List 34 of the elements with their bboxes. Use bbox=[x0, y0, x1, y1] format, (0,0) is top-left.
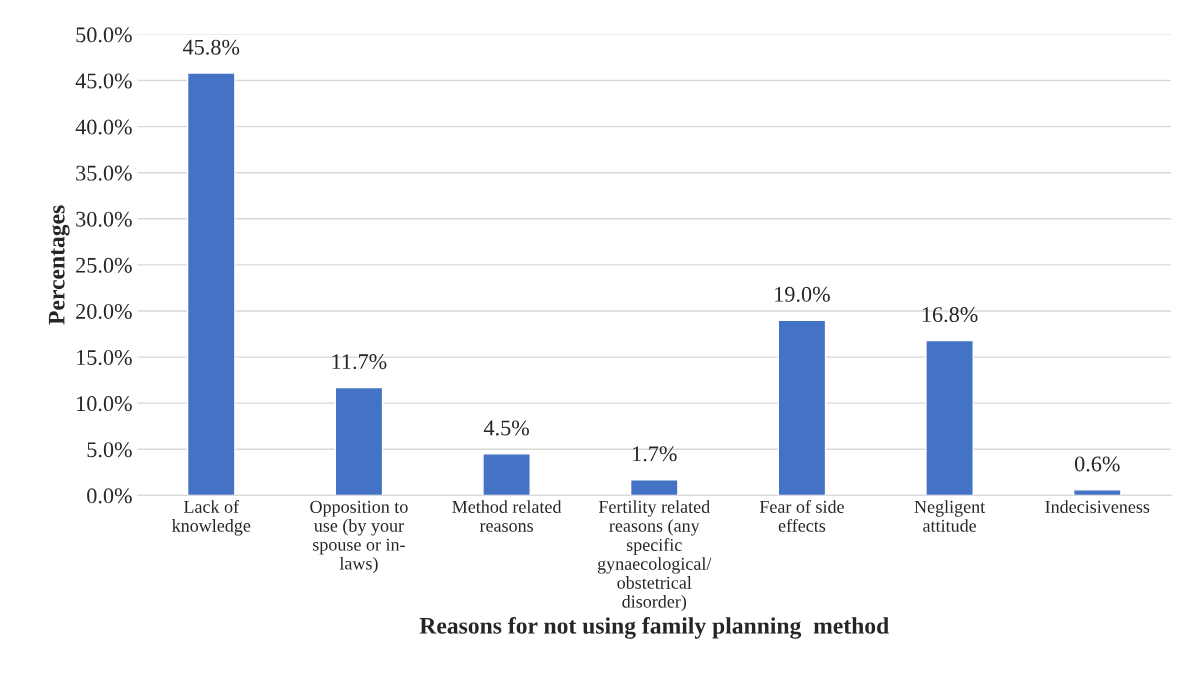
x-tick-label: Fertility related reasons (any specific gynaecological/ obstetrical disorder) bbox=[597, 500, 712, 612]
y-tick-label: 45.0% bbox=[75, 73, 132, 89]
bar bbox=[482, 453, 531, 496]
y-tick-label: 40.0% bbox=[75, 119, 132, 135]
y-tick-label: 0.0% bbox=[87, 488, 132, 504]
data-label: 0.6% bbox=[1074, 456, 1120, 472]
data-label: 45.8% bbox=[182, 39, 240, 55]
bar bbox=[777, 319, 827, 496]
bar bbox=[629, 478, 679, 496]
x-tick-label: Indecisiveness bbox=[1045, 500, 1150, 513]
y-tick-label: 35.0% bbox=[76, 165, 132, 181]
y-tick-label: 20.0% bbox=[76, 303, 132, 319]
y-tick-label: 5.0% bbox=[87, 442, 132, 458]
bar bbox=[925, 339, 974, 496]
x-tick-label: Lack of knowledge bbox=[171, 500, 251, 536]
x-axis-title: Reasons for not using family planning method bbox=[419, 616, 889, 639]
data-label: 4.5% bbox=[483, 420, 529, 436]
x-tick-label: Method related reasons bbox=[452, 500, 562, 532]
bar bbox=[186, 72, 236, 496]
data-label: 16.8% bbox=[922, 307, 978, 323]
y-tick-label: 30.0% bbox=[76, 211, 132, 227]
y-tick-label: 10.0% bbox=[77, 396, 132, 412]
y-tick-label: 50.0% bbox=[76, 27, 132, 43]
x-tick-label: Opposition to use (by your spouse or in- laws) bbox=[310, 500, 408, 574]
y-tick-label: 25.0% bbox=[76, 257, 132, 273]
y-axis-title: Percentages bbox=[48, 205, 70, 325]
bar bbox=[1072, 489, 1122, 496]
x-tick-label: Fear of side effects bbox=[759, 500, 844, 532]
x-tick-label: Negligent attitude bbox=[914, 500, 986, 532]
bar bbox=[334, 386, 384, 496]
data-label: 19.0% bbox=[775, 286, 830, 302]
data-label: 11.7% bbox=[332, 354, 387, 370]
y-tick-label: 15.0% bbox=[77, 350, 132, 366]
data-label: 1.7% bbox=[633, 446, 677, 462]
